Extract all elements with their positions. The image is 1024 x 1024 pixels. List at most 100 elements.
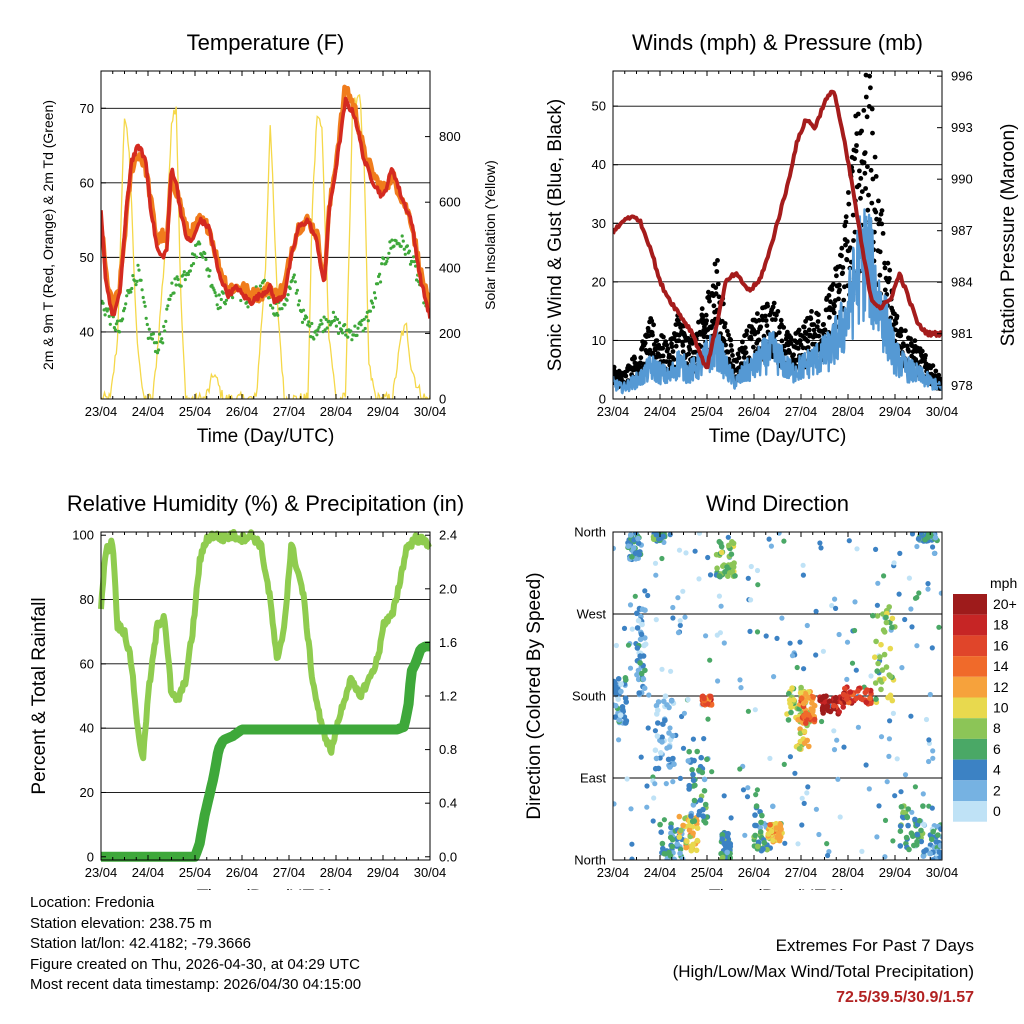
direction-point	[887, 693, 894, 699]
gust-point	[646, 333, 652, 339]
direction-point	[752, 812, 758, 818]
direction-point	[684, 844, 690, 850]
direction-point	[659, 555, 665, 562]
direction-point	[747, 628, 753, 635]
dewpoint-point	[323, 328, 327, 332]
direction-point	[809, 709, 816, 715]
dewpoint-point	[150, 337, 154, 341]
dewpoint-point	[388, 240, 392, 244]
dewpoint-point	[198, 242, 202, 246]
gust-point	[725, 349, 731, 355]
dewpoint-point	[179, 284, 183, 288]
gust-point	[822, 327, 828, 333]
x-tick-label: 27/04	[785, 404, 818, 419]
direction-point	[696, 576, 702, 582]
y-tick-label: 0	[87, 849, 94, 864]
direction-point	[654, 733, 661, 739]
y-tick-label: East	[580, 771, 606, 786]
gust-point	[758, 324, 764, 330]
gust-point	[744, 328, 750, 334]
direction-point	[831, 702, 837, 709]
dewpoint-point	[322, 315, 326, 319]
gust-point	[868, 167, 874, 173]
direction-point	[849, 660, 856, 666]
direction-point	[782, 840, 788, 846]
direction-point	[669, 843, 676, 850]
legend-swatch	[953, 594, 987, 615]
gust-point	[869, 106, 875, 112]
direction-point	[872, 680, 879, 686]
direction-point	[644, 804, 650, 810]
gust-point	[872, 154, 878, 160]
wind-direction-chart: 23/04 24/04 25/04 26/04 27/04 28/04 29/04 30/04…	[524, 491, 1017, 890]
direction-point	[686, 748, 692, 755]
legend-label: 6	[993, 741, 1001, 757]
direction-point	[873, 696, 879, 702]
gust-point	[811, 322, 817, 327]
gust-point	[873, 209, 879, 215]
y-tick-label: 60	[80, 175, 94, 190]
direction-point	[748, 597, 754, 603]
direction-point	[694, 837, 701, 844]
direction-point	[789, 685, 795, 691]
direction-point	[701, 695, 707, 702]
direction-point	[853, 667, 859, 673]
direction-point	[632, 593, 638, 599]
station-pressure-line	[613, 89, 942, 370]
direction-point	[690, 777, 697, 784]
direction-point	[890, 710, 897, 717]
direction-point	[778, 826, 784, 832]
gust-point	[814, 324, 820, 330]
y2-tick-label: 0.4	[439, 796, 457, 811]
gust-point	[669, 344, 675, 350]
direction-point	[874, 834, 880, 840]
dewpoint-point	[297, 299, 301, 303]
gust-point	[796, 327, 802, 333]
direction-point	[635, 540, 642, 546]
direction-point	[773, 825, 780, 831]
direction-point	[831, 747, 838, 753]
dewpoint-point	[137, 268, 141, 272]
dewpoint-point	[332, 318, 336, 323]
plot-frame	[100, 70, 431, 400]
y2-tick-label: 978	[951, 378, 973, 393]
direction-point	[905, 806, 911, 812]
x-tick-label: 30/04	[926, 865, 959, 880]
x-tick-label: 23/04	[597, 404, 630, 419]
direction-point	[777, 821, 784, 828]
dewpoint-point	[376, 282, 380, 286]
dewpoint-point	[413, 260, 417, 264]
direction-point	[702, 820, 709, 826]
station-elevation: Station elevation: 238.75 m	[30, 914, 212, 932]
direction-point	[928, 836, 935, 843]
direction-point	[625, 543, 632, 549]
gust-point	[642, 340, 648, 346]
y-tick-label: 100	[72, 528, 94, 543]
gust-point	[721, 338, 727, 343]
direction-point	[719, 836, 726, 842]
direction-point	[707, 693, 714, 700]
direction-point	[744, 794, 751, 800]
extremes-subtitle: (High/Low/Max Wind/Total Precipitation)	[672, 962, 974, 981]
x-tick-label: 26/04	[226, 404, 259, 419]
legend-label: 12	[993, 679, 1009, 695]
chart-title: Relative Humidity (%) & Precipitation (i…	[67, 491, 464, 516]
y-tick-label: 50	[80, 250, 94, 265]
gust-point	[869, 200, 875, 206]
gust-point	[734, 359, 739, 364]
dewpoint-point	[143, 304, 147, 308]
direction-point	[625, 642, 632, 648]
direction-point	[752, 832, 758, 839]
gust-point	[712, 261, 718, 267]
dewpoint-point	[271, 306, 275, 310]
gust-point	[840, 265, 846, 270]
direction-point	[650, 818, 656, 824]
direction-point	[618, 681, 624, 687]
direction-point	[653, 617, 659, 623]
direction-point	[753, 803, 760, 809]
legend-swatch	[953, 801, 987, 822]
gust-point	[770, 304, 776, 310]
direction-point	[674, 841, 680, 847]
direction-point	[859, 848, 865, 855]
direction-point	[834, 737, 840, 743]
